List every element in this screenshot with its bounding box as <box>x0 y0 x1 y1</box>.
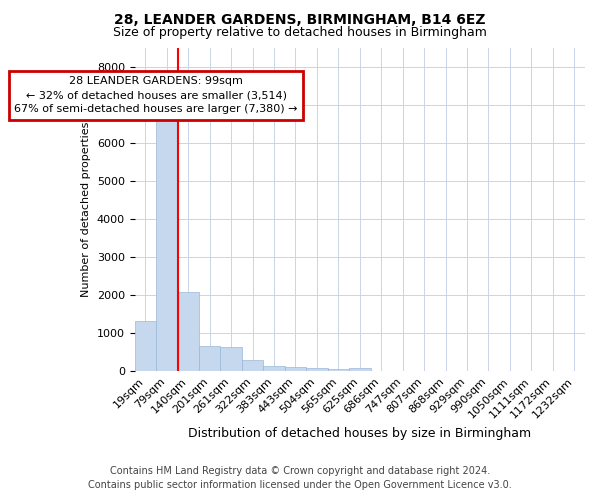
Bar <box>349 368 371 372</box>
Text: 28 LEANDER GARDENS: 99sqm
← 32% of detached houses are smaller (3,514)
67% of se: 28 LEANDER GARDENS: 99sqm ← 32% of detac… <box>14 76 298 114</box>
Text: 28, LEANDER GARDENS, BIRMINGHAM, B14 6EZ: 28, LEANDER GARDENS, BIRMINGHAM, B14 6EZ <box>114 12 486 26</box>
Bar <box>306 368 328 372</box>
Bar <box>328 368 349 372</box>
Text: Contains HM Land Registry data © Crown copyright and database right 2024.
Contai: Contains HM Land Registry data © Crown c… <box>88 466 512 490</box>
Bar <box>156 120 178 372</box>
Bar <box>285 367 306 372</box>
Bar <box>199 346 220 372</box>
Bar <box>263 366 285 372</box>
X-axis label: Distribution of detached houses by size in Birmingham: Distribution of detached houses by size … <box>188 427 532 440</box>
Bar <box>178 292 199 372</box>
Text: Size of property relative to detached houses in Birmingham: Size of property relative to detached ho… <box>113 26 487 39</box>
Bar <box>242 360 263 372</box>
Bar <box>220 347 242 372</box>
Bar <box>134 322 156 372</box>
Y-axis label: Number of detached properties: Number of detached properties <box>81 122 91 297</box>
